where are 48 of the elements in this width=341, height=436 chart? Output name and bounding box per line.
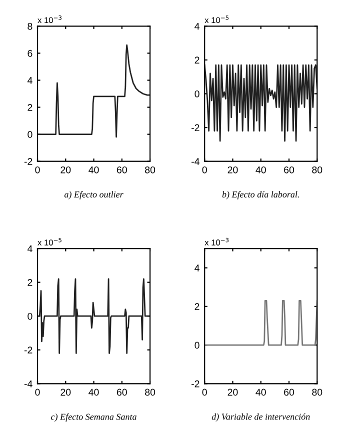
text: a) Efecto outlier — [64, 191, 124, 200]
y-tick-label: 0 — [194, 342, 200, 349]
x-tick-label: 40 — [256, 388, 266, 396]
text: x 10$^{−3}$ — [204, 238, 229, 246]
x-tick-label: 40 — [88, 388, 99, 396]
x-tick-label: 20 — [60, 388, 71, 396]
y-tick-label: 4 — [27, 245, 32, 252]
x-tick-label: 40 — [256, 166, 266, 174]
x-tick-label: 20 — [228, 166, 238, 174]
y-tick-label: 4 — [194, 22, 200, 30]
y-tick-label: -2 — [24, 346, 32, 354]
y-tick-label: 0 — [28, 131, 32, 138]
x-tick-label: 0 — [35, 388, 40, 396]
y-tick-label: 0 — [194, 90, 200, 98]
y-tick-label: 8 — [28, 22, 32, 30]
x-tick-label: 20 — [60, 166, 71, 174]
y-tick-label: -2 — [192, 380, 200, 388]
x-tick-label: 0 — [202, 388, 207, 396]
x-tick-label: 60 — [284, 388, 294, 396]
text: b) Efecto día laboral. — [222, 191, 299, 200]
text: x 10$^{−3}$ — [38, 15, 62, 24]
y-tick-label: 2 — [28, 104, 32, 111]
y-tick-label: -2 — [24, 158, 32, 165]
y-tick-label: 2 — [28, 279, 32, 286]
text: c) Efecto Semana Santa — [51, 413, 136, 422]
x-tick-label: 80 — [145, 388, 156, 396]
y-tick-label: 2 — [194, 303, 200, 310]
y-tick-label: 0 — [28, 312, 32, 320]
y-tick-label: -4 — [24, 380, 32, 388]
y-tick-label: -4 — [192, 158, 200, 165]
x-tick-label: 0 — [202, 166, 207, 174]
x-tick-label: 60 — [116, 166, 127, 174]
x-tick-label: 80 — [312, 166, 322, 174]
text: d) Variable de intervención — [212, 413, 310, 422]
x-tick-label: 80 — [312, 388, 322, 396]
x-tick-label: 60 — [284, 166, 294, 174]
x-tick-label: 20 — [228, 388, 238, 396]
y-tick-label: 4 — [194, 264, 200, 272]
y-tick-label: -2 — [192, 124, 200, 132]
y-tick-label: 2 — [194, 56, 200, 64]
x-tick-label: 40 — [88, 166, 99, 174]
y-tick-label: 6 — [28, 50, 32, 57]
text: x 10$^{−5}$ — [204, 16, 229, 24]
x-tick-label: 80 — [145, 166, 156, 174]
x-tick-label: 60 — [116, 388, 127, 396]
y-tick-label: 4 — [27, 77, 32, 84]
x-tick-label: 0 — [35, 166, 40, 174]
text: x 10$^{−5}$ — [38, 238, 62, 246]
